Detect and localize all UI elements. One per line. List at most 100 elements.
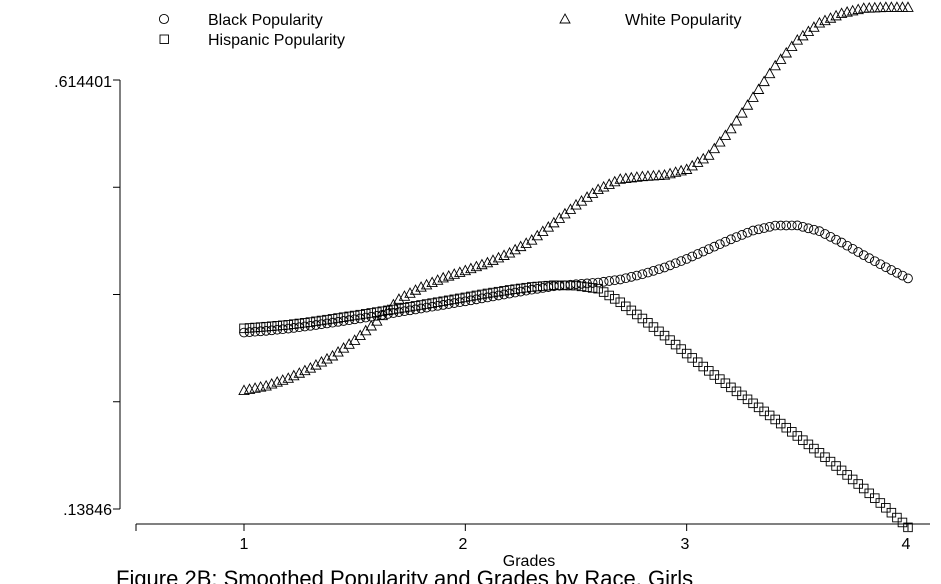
point-circle-28-0 [858,250,869,260]
point-square-4-3 [344,311,354,322]
point-triangle-3-3 [321,352,333,364]
legend-label-black: Black Popularity [208,12,323,29]
point-square-6-0 [372,307,382,317]
point-circle-22-1 [731,232,742,242]
point-circle-28-3 [875,259,886,270]
point-triangle-24-1 [774,53,787,64]
point-circle-24-0 [770,220,781,231]
point-circle-16-2 [604,276,615,286]
point-triangle-26-0 [813,16,826,28]
point-square-14-1 [554,280,565,291]
point-square-8-1 [421,299,432,309]
point-circle-19-3 [676,256,686,266]
point-square-3-0 [305,317,316,327]
point-square-3-1 [311,316,321,327]
point-circle-21-2 [715,239,725,250]
point-square-6-3 [388,304,399,315]
point-triangle-7-2 [404,287,416,298]
point-circle-19-0 [659,262,670,273]
point-triangle-23-1 [752,83,765,94]
point-square-16-1 [598,287,609,297]
point-circle-23-3 [764,221,775,232]
point-circle-24-2 [781,220,792,231]
point-circle-22-3 [742,227,753,238]
point-triangle-22-0 [725,122,737,134]
point-square-5-1 [355,309,365,320]
point-square-9-1 [443,295,454,306]
point-square-10-1 [466,291,476,302]
point-triangle-20-2 [691,156,704,167]
y-tick-label-bottom: .13846 [63,502,112,519]
point-square-4-1 [333,313,343,323]
point-triangle-4-3 [343,338,355,349]
point-square-2-2 [294,318,305,329]
point-circle-18-0 [637,269,648,280]
point-square-1-2 [272,321,282,331]
point-triangle-2-2 [293,367,306,378]
point-square-7-1 [399,302,410,313]
point-square-15-0 [571,280,581,291]
point-circle-16-1 [598,276,609,287]
plot-area [238,1,914,533]
point-triangle-15-3 [586,187,599,198]
point-triangle-8-3 [431,274,444,285]
point-square-14-0 [549,280,559,290]
x-tick-label-3: 3 [681,536,690,553]
point-triangle-17-0 [614,173,627,184]
point-circle-25-2 [803,223,814,234]
point-square-2-3 [300,318,310,328]
point-circle-17-1 [620,273,631,284]
point-circle-16-3 [609,275,620,286]
x-tick-label-1: 1 [240,536,249,553]
point-circle-19-1 [665,260,675,271]
point-circle-18-1 [643,267,653,278]
point-triangle-12-0 [503,246,516,258]
point-square-16-0 [593,283,603,294]
point-triangle-29-0 [880,1,892,12]
point-triangle-4-2 [337,342,350,353]
point-triangle-11-1 [487,254,499,265]
point-square-6-1 [377,306,388,316]
point-triangle-23-0 [747,91,759,102]
point-triangle-8-1 [420,278,433,290]
point-triangle-21-3 [719,129,732,140]
point-triangle-4-0 [326,349,339,361]
x-tick-label-4: 4 [902,536,911,553]
point-triangle-29-3 [896,1,909,12]
point-triangle-16-3 [608,175,621,187]
point-circle-17-2 [626,272,637,282]
point-square-15-3 [587,283,598,293]
point-circle-22-0 [726,234,736,245]
point-square-11-3 [499,286,509,296]
point-square-0-0 [239,323,249,334]
point-triangle-12-3 [520,237,532,248]
point-square-29-0 [881,503,891,513]
point-square-28-0 [858,483,869,494]
point-triangle-15-1 [575,195,588,206]
legend-label-hispanic: Hispanic Popularity [208,32,345,49]
point-square-28-1 [864,488,875,499]
point-square-1-1 [266,321,277,331]
point-triangle-10-3 [476,258,488,270]
point-square-8-2 [427,298,437,308]
point-circle-25-1 [798,221,808,232]
point-square-4-0 [327,314,338,324]
point-circle-25-3 [809,224,819,235]
point-circle-26-3 [831,234,841,245]
point-triangle-10-2 [470,260,483,272]
point-triangle-11-2 [492,251,505,263]
point-circle-23-0 [748,225,758,236]
point-square-28-3 [875,498,886,508]
point-square-11-0 [482,288,493,299]
point-square-10-0 [460,292,471,303]
point-square-3-2 [316,315,327,326]
point-square-5-3 [366,308,377,318]
point-circle-27-3 [853,247,864,257]
point-square-28-2 [870,493,880,503]
point-square-1-3 [277,320,288,331]
point-square-9-3 [455,293,465,304]
legend: Black Popularity White Popularity Hispan… [158,12,742,49]
point-triangle-11-3 [498,249,510,260]
point-square-14-2 [560,280,570,291]
